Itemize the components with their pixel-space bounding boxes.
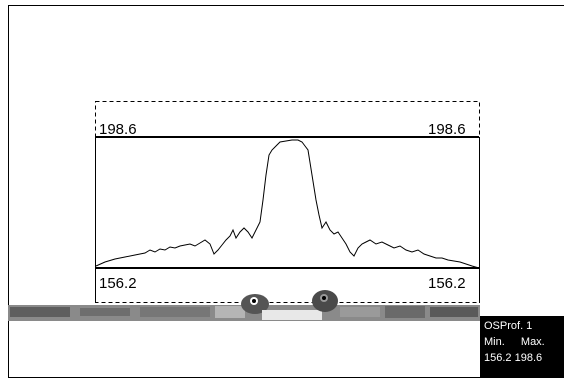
profile-minmax-header: Min. Max. [484, 334, 564, 350]
min-value-right-label: 156.2 [428, 275, 466, 292]
max-label: Max. [520, 336, 545, 348]
max-value-right-label: 198.6 [428, 121, 466, 138]
profile-info-box: OSProf. 1 Min. Max. 156.2 198.6 [480, 316, 564, 378]
max-value-left-label: 198.6 [99, 121, 137, 138]
profile-minmax-values: 156.2 198.6 [484, 350, 564, 366]
max-value: 198.6 [514, 352, 543, 364]
source-image-strip [8, 290, 480, 321]
min-label: Min. [484, 336, 505, 348]
intensity-profile-curve [95, 139, 480, 269]
profile-title: OSProf. 1 [484, 320, 533, 332]
profile-roi-dashed-box[interactable] [95, 101, 480, 303]
min-value: 156.2 [484, 352, 512, 364]
min-value-left-label: 156.2 [99, 275, 137, 292]
